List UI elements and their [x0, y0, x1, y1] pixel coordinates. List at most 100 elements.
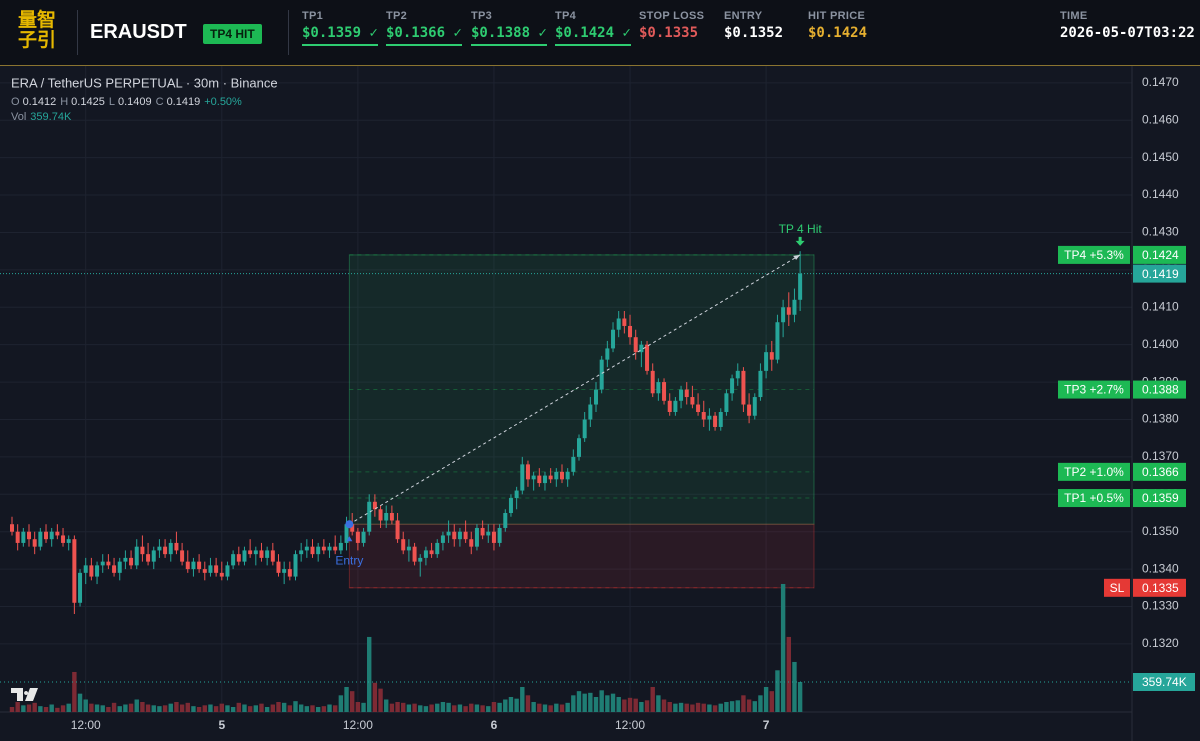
volume-bar [525, 695, 531, 712]
candle-body [151, 550, 156, 562]
volume-bar [542, 704, 548, 712]
candle-body [491, 531, 496, 543]
price-tag [1133, 264, 1186, 283]
volume-bar [729, 701, 735, 712]
volume-bar [49, 704, 54, 712]
candle-body [134, 546, 139, 566]
candle-body [83, 565, 88, 573]
volume-bar [667, 701, 672, 712]
volume-bar [418, 705, 423, 712]
field-value: $0.1424 [808, 25, 868, 41]
level-tag [1058, 380, 1130, 399]
volume-bar [639, 701, 644, 712]
candle-body [95, 565, 100, 577]
volume-bar [520, 686, 525, 712]
candle-body [146, 554, 151, 562]
volume-bar [247, 706, 253, 712]
level-tag [1058, 489, 1130, 508]
candle-body [225, 565, 230, 577]
level-tag [1058, 462, 1130, 481]
field-value: $0.1352 [724, 25, 784, 41]
candle-body [690, 397, 695, 405]
candle-body [622, 318, 627, 326]
x-tick-label: 12:00 [71, 718, 101, 732]
volume-bar [179, 704, 185, 712]
volume-bar [202, 705, 207, 712]
volume-bar [55, 707, 60, 712]
candle-body [679, 389, 684, 401]
volume-bar [593, 696, 599, 712]
candle-body [10, 524, 14, 532]
candle-body [508, 498, 513, 514]
candle-body [214, 565, 219, 573]
volume-bar [531, 701, 536, 712]
volume-bar [491, 701, 497, 712]
x-tick-label: 12:00 [343, 718, 373, 732]
volume-bar [661, 699, 667, 712]
volume-bar [786, 636, 791, 712]
field-label: TP2 [386, 10, 408, 22]
volume-bar [406, 704, 412, 712]
candle-body [486, 531, 491, 536]
candle-body [163, 546, 168, 555]
volume-bar [236, 702, 241, 712]
candle-body [656, 382, 661, 394]
candle-body [372, 501, 377, 510]
logo-line: 量智 [18, 9, 57, 31]
candle-body [611, 329, 616, 349]
field-label: TP4 [555, 10, 577, 22]
price-tag [1133, 489, 1186, 508]
candle-body [452, 531, 457, 540]
field-label: TP3 [471, 10, 493, 22]
ohlc-value: 0.1419 [167, 96, 201, 108]
volume-bar [746, 699, 752, 712]
ohlc-key: H [60, 96, 68, 108]
candle-body [55, 531, 60, 536]
volume-bar [548, 705, 553, 712]
candle-body [27, 531, 32, 540]
candle-body [474, 527, 479, 547]
volume-bar [582, 693, 587, 712]
volume-row: Vol 359.74K [11, 111, 72, 123]
candle-body [350, 524, 355, 532]
y-tick-label: 0.1400 [1142, 337, 1179, 351]
candle-body [548, 475, 553, 480]
volume-bar [287, 705, 293, 712]
ohlc-key: O [11, 96, 20, 108]
candle-body [565, 471, 570, 480]
candle-body [15, 531, 20, 543]
volume-bar [752, 701, 757, 712]
candle-body [270, 550, 275, 562]
price-tag [1133, 380, 1186, 399]
volume-bar [401, 702, 406, 712]
separator [77, 10, 78, 55]
volume-bar [191, 706, 196, 712]
candle-body [713, 415, 718, 427]
candle-body [752, 397, 757, 416]
volume-bar [508, 696, 514, 712]
volume-bar [741, 695, 746, 712]
candle-body [333, 546, 338, 551]
volume-tag-label: 359.74K [1142, 675, 1187, 689]
field-value: $0.1359 ✓ [302, 25, 378, 46]
candle-body [594, 389, 599, 405]
volume-bar [9, 706, 15, 712]
volume-bar [264, 706, 270, 712]
candle-body [423, 550, 428, 558]
candle-body [21, 531, 26, 543]
candle-body [747, 404, 752, 416]
volume-bar [100, 705, 105, 712]
logo: 量智 子引 [18, 10, 56, 50]
candle-body [401, 539, 406, 551]
volume-bar [208, 704, 213, 712]
candle-body [117, 561, 122, 573]
volume-bar [145, 704, 151, 712]
volume-bar [83, 699, 88, 712]
volume-bar [43, 706, 49, 712]
volume-bar [242, 704, 247, 712]
loss-zone [348, 523, 815, 589]
entry-arrow [346, 536, 353, 542]
candle-body [406, 546, 411, 551]
candle-body [503, 513, 508, 528]
candle-body [287, 569, 292, 577]
